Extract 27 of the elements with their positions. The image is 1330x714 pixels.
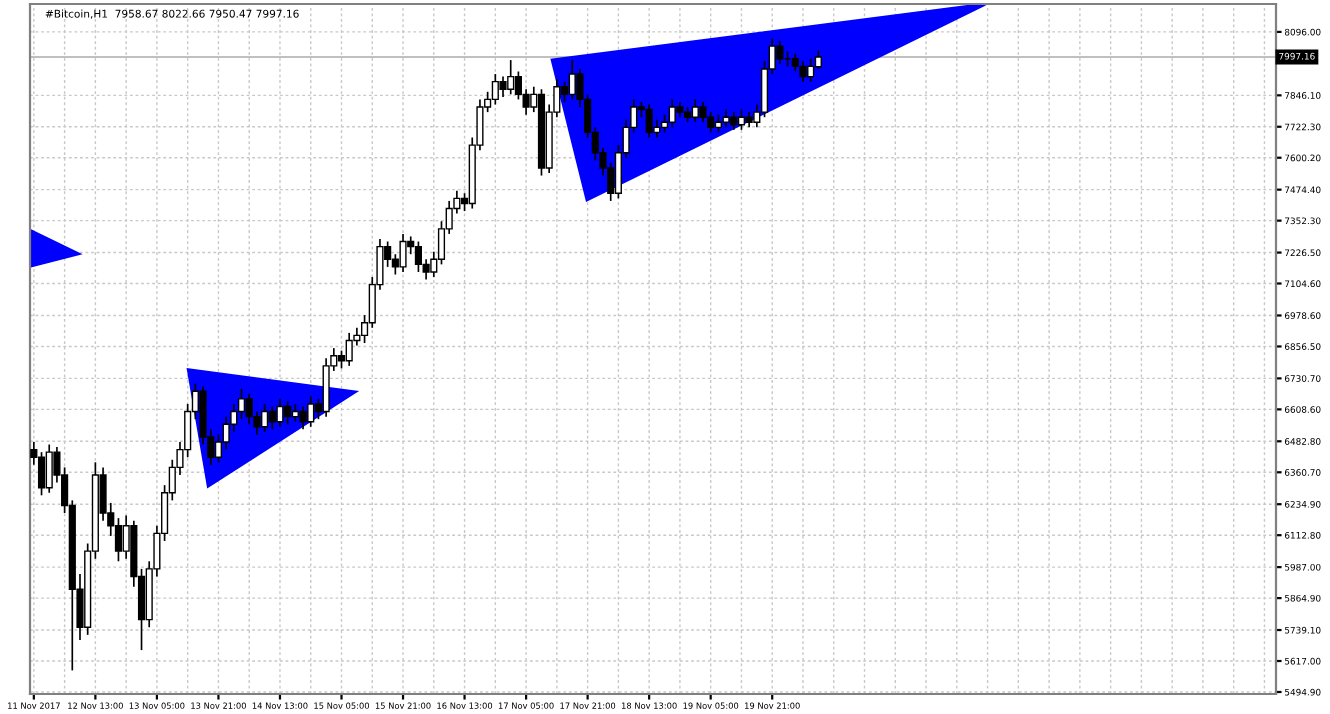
candlestick bbox=[222, 415, 230, 451]
candlestick bbox=[699, 101, 707, 124]
candlestick bbox=[345, 332, 353, 367]
candlestick bbox=[799, 60, 807, 83]
candlestick bbox=[668, 98, 676, 129]
candlestick bbox=[730, 111, 738, 131]
candlestick bbox=[491, 73, 499, 106]
candlestick bbox=[322, 357, 330, 418]
candlestick bbox=[507, 59, 515, 96]
candlestick bbox=[568, 59, 576, 101]
candlestick bbox=[791, 52, 799, 73]
candlestick bbox=[399, 233, 407, 273]
candlestick bbox=[707, 111, 715, 134]
candlestick bbox=[268, 405, 276, 431]
candlestick bbox=[276, 398, 284, 428]
candlestick bbox=[645, 103, 653, 139]
candlestick bbox=[776, 40, 784, 65]
candlestick bbox=[745, 111, 753, 129]
candlestick bbox=[722, 108, 730, 129]
candlestick bbox=[299, 405, 307, 431]
candlestick bbox=[45, 443, 53, 494]
candlestick bbox=[807, 57, 815, 83]
candlestick bbox=[499, 75, 507, 98]
candlestick bbox=[676, 101, 684, 119]
candlestick bbox=[245, 392, 253, 426]
candlestick bbox=[691, 98, 699, 124]
candlestick bbox=[307, 395, 315, 428]
